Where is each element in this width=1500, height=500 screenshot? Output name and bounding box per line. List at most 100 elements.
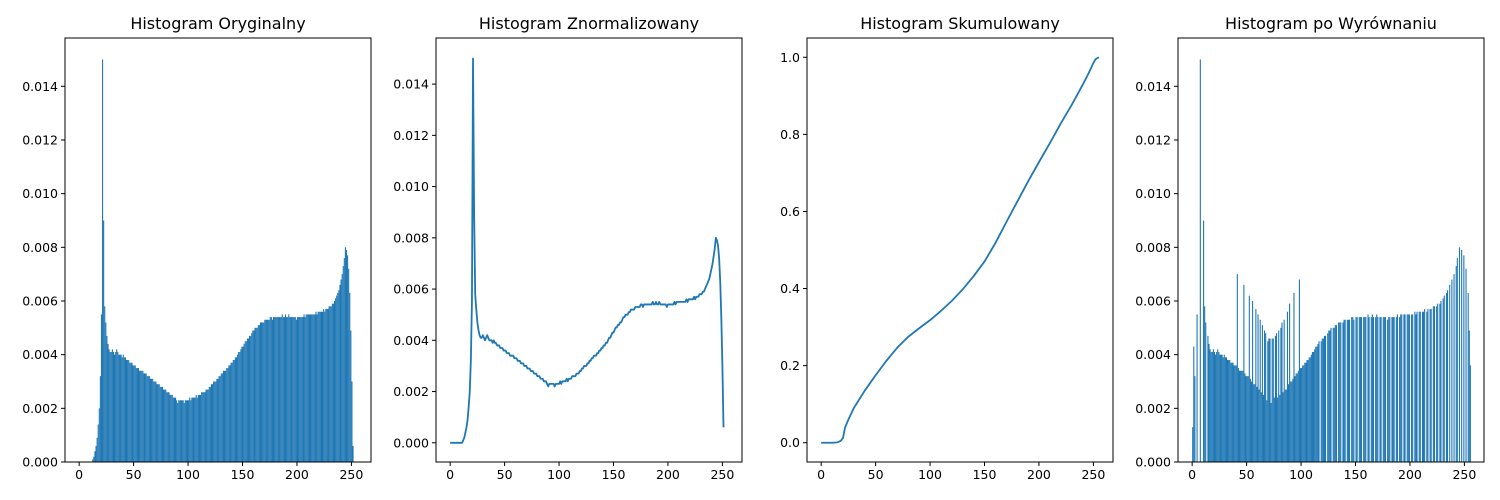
histogram-bar xyxy=(1271,403,1272,462)
histogram-bar xyxy=(1262,325,1263,462)
histogram-bar xyxy=(1394,317,1395,462)
histogram-bar xyxy=(121,355,122,462)
histogram-bar xyxy=(305,317,306,462)
histogram-bar xyxy=(192,398,193,462)
histogram-bar xyxy=(1379,317,1380,462)
histogram-bar xyxy=(1388,317,1389,462)
histogram-bar xyxy=(97,438,98,462)
histogram-bar xyxy=(1423,312,1424,462)
histogram-bar xyxy=(129,363,130,462)
histogram-bar xyxy=(1216,352,1217,462)
histogram-bar xyxy=(1365,317,1366,462)
histogram-bar xyxy=(175,398,176,462)
histogram-bar xyxy=(1268,339,1269,462)
histogram-bar xyxy=(168,392,169,462)
histogram-bar xyxy=(238,352,239,462)
histogram-bar xyxy=(311,314,312,462)
histogram-bar xyxy=(282,314,283,462)
histogram-bar xyxy=(1357,317,1358,462)
histogram-bar xyxy=(152,379,153,462)
histogram-bar xyxy=(156,384,157,462)
histogram-bar xyxy=(154,381,155,462)
histogram-bar xyxy=(1300,368,1301,462)
histogram-bar xyxy=(1287,312,1288,462)
histogram-bar xyxy=(1414,312,1415,462)
histogram-bar xyxy=(1207,336,1208,462)
histogram-bar xyxy=(1278,331,1279,462)
histogram-bar xyxy=(104,306,105,462)
histogram-bar xyxy=(254,328,255,462)
histogram-bar xyxy=(1416,312,1417,462)
histogram-bar xyxy=(1314,349,1315,462)
histogram-bar xyxy=(1387,320,1388,462)
histogram-bar xyxy=(188,400,189,462)
histogram-bar xyxy=(187,400,188,462)
histogram-bar xyxy=(1266,400,1267,462)
histogram-bar xyxy=(158,384,159,462)
histogram-bar xyxy=(195,398,196,462)
histogram-bar xyxy=(222,373,223,462)
histogram-bar xyxy=(332,304,333,462)
histogram-bar xyxy=(1372,314,1373,462)
histogram-bar xyxy=(1228,360,1229,462)
histogram-bar xyxy=(297,317,298,462)
x-tick-label: 150 xyxy=(1344,467,1368,482)
y-tick-label: 0.000 xyxy=(393,435,429,450)
histogram-bar xyxy=(171,395,172,462)
histogram-bar xyxy=(1197,314,1198,462)
histogram-bar xyxy=(1334,328,1335,462)
y-tick-label: 0.014 xyxy=(22,79,58,94)
histogram-bar xyxy=(214,381,215,462)
y-tick-label: 0.012 xyxy=(22,132,58,147)
histogram-bar xyxy=(1389,317,1390,462)
histogram-bar xyxy=(1436,306,1437,462)
x-tick-label: 200 xyxy=(656,467,680,482)
histogram-bar xyxy=(302,317,303,462)
y-tick-label: 0.006 xyxy=(22,293,58,308)
histogram-bar xyxy=(1299,280,1300,462)
subplot-histogram-equalized: Histogram po Wyrównaniu 0 50 100 150 200 2500… xyxy=(1135,14,1484,482)
histogram-bar xyxy=(114,355,115,462)
histogram-bar xyxy=(310,314,311,462)
histogram-bar xyxy=(118,355,119,462)
histogram-bar xyxy=(137,368,138,462)
histogram-bar xyxy=(183,400,184,462)
histogram-bar xyxy=(172,395,173,462)
histogram-bar xyxy=(127,360,128,462)
histogram-bar xyxy=(249,336,250,462)
histogram-bar xyxy=(1407,314,1408,462)
histogram-bar xyxy=(266,320,267,462)
histogram-bar xyxy=(1308,360,1309,462)
histogram-bar xyxy=(1440,301,1441,462)
histogram-bar xyxy=(1340,322,1341,462)
histogram-bar xyxy=(1356,317,1357,462)
histogram-bar xyxy=(1236,365,1237,462)
y-tick-label: 0.012 xyxy=(1135,132,1171,147)
x-tick-label: 200 xyxy=(285,467,309,482)
histogram-bar xyxy=(142,371,143,462)
histogram-bar xyxy=(164,390,165,462)
histogram-bar xyxy=(1424,309,1425,462)
y-tick-label: 0.004 xyxy=(393,333,429,348)
histogram-bar xyxy=(299,317,300,462)
histogram-bar xyxy=(319,312,320,462)
histogram-bar xyxy=(1193,347,1194,462)
histogram-bar xyxy=(209,387,210,462)
x-tick-label: 50 xyxy=(868,467,884,482)
histogram-bar xyxy=(117,352,118,462)
histogram-bar xyxy=(298,317,299,462)
histogram-bar xyxy=(219,376,220,462)
histogram-bar xyxy=(138,368,139,462)
histogram-bar xyxy=(1336,325,1337,462)
histogram-bar xyxy=(277,317,278,462)
histogram-bar xyxy=(1237,274,1238,462)
histogram-bar xyxy=(112,349,113,462)
x-tick-label: 0 xyxy=(446,467,454,482)
histogram-bar xyxy=(198,395,199,462)
histogram-bar xyxy=(110,352,111,462)
histogram-bar xyxy=(321,312,322,462)
histogram-bar xyxy=(1463,255,1464,462)
histogram-bar xyxy=(1403,314,1404,462)
histogram-bar xyxy=(1293,293,1294,462)
histogram-bar xyxy=(1235,365,1236,462)
